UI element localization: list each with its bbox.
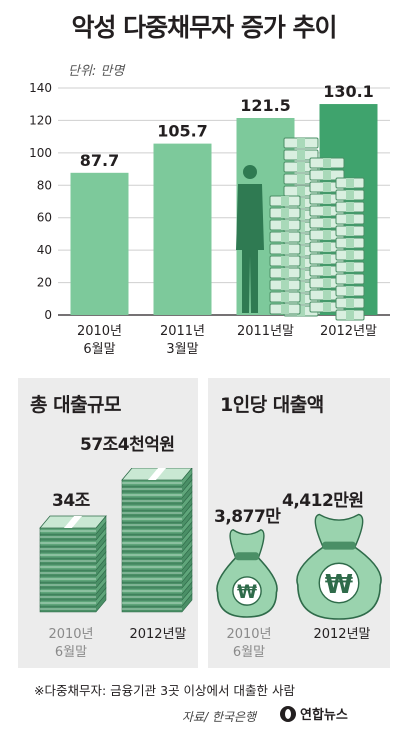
per-person-2010-value: 3,877만 bbox=[214, 502, 280, 527]
per-person-2012-value: 4,412만원 bbox=[282, 486, 364, 511]
x-tick-label: 6월말 bbox=[83, 342, 115, 357]
x-tick-label: 2010년 bbox=[77, 324, 122, 339]
won-symbol: ₩ bbox=[237, 582, 257, 603]
y-tick-label: 80 bbox=[37, 178, 52, 192]
y-tick-label: 60 bbox=[37, 211, 52, 225]
money-bag-large-icon: ₩ bbox=[290, 510, 388, 622]
total-loans-2012-label: 2012년말 bbox=[118, 626, 198, 644]
per-person-panel: 1인당 대출액 4,412만원 3,877만 ₩ ₩ 2010년 6월말 2012… bbox=[208, 378, 390, 668]
money-stack-large-icon bbox=[118, 468, 194, 618]
money-stack-small-icon bbox=[36, 508, 108, 618]
bar bbox=[154, 144, 212, 315]
x-tick-label: 2012년말 bbox=[320, 324, 377, 339]
per-person-title: 1인당 대출액 bbox=[220, 390, 324, 417]
bar bbox=[71, 173, 129, 315]
total-loans-title: 총 대출규모 bbox=[30, 390, 121, 417]
x-tick-label: 2011년 bbox=[160, 324, 205, 339]
x-tick-label: 3월말 bbox=[166, 342, 198, 357]
won-symbol: ₩ bbox=[325, 570, 353, 600]
y-tick-label: 100 bbox=[29, 146, 52, 160]
x-tick-label: 2011년말 bbox=[237, 324, 294, 339]
y-tick-label: 20 bbox=[37, 276, 52, 290]
logo-text: 연합뉴스 bbox=[300, 704, 348, 723]
footnote: ※다중채무자: 금융기관 3곳 이상에서 대출한 사람 bbox=[34, 680, 295, 699]
yonhap-logo-icon bbox=[280, 706, 296, 722]
y-tick-label: 120 bbox=[29, 113, 52, 127]
total-loans-2010-label: 2010년 6월말 bbox=[36, 626, 106, 662]
source-label: 자료/ 한국은행 bbox=[182, 708, 256, 725]
per-person-2010-label: 2010년 6월말 bbox=[214, 626, 284, 662]
per-person-2012-label: 2012년말 bbox=[300, 626, 384, 644]
bar-chart: 0 20 40 60 80 100 120 140 87.7 2010년 6월말 105.7 2011년… bbox=[0, 0, 408, 378]
money-bag-small-icon: ₩ bbox=[212, 526, 282, 620]
yonhap-logo: 연합뉴스 bbox=[280, 704, 348, 723]
y-tick-label: 140 bbox=[29, 81, 52, 95]
bar-value-label: 130.1 bbox=[323, 82, 374, 101]
total-loans-panel: 총 대출규모 57조4천억원 34조 2010년 6월말 2012년말 bbox=[18, 378, 198, 668]
y-tick-label: 0 bbox=[44, 308, 52, 322]
bar-value-label: 121.5 bbox=[240, 96, 291, 115]
bar-value-label: 87.7 bbox=[80, 151, 119, 170]
y-tick-label: 40 bbox=[37, 243, 52, 257]
total-loans-2012-value: 57조4천억원 bbox=[80, 430, 175, 455]
bar-value-label: 105.7 bbox=[157, 122, 208, 141]
